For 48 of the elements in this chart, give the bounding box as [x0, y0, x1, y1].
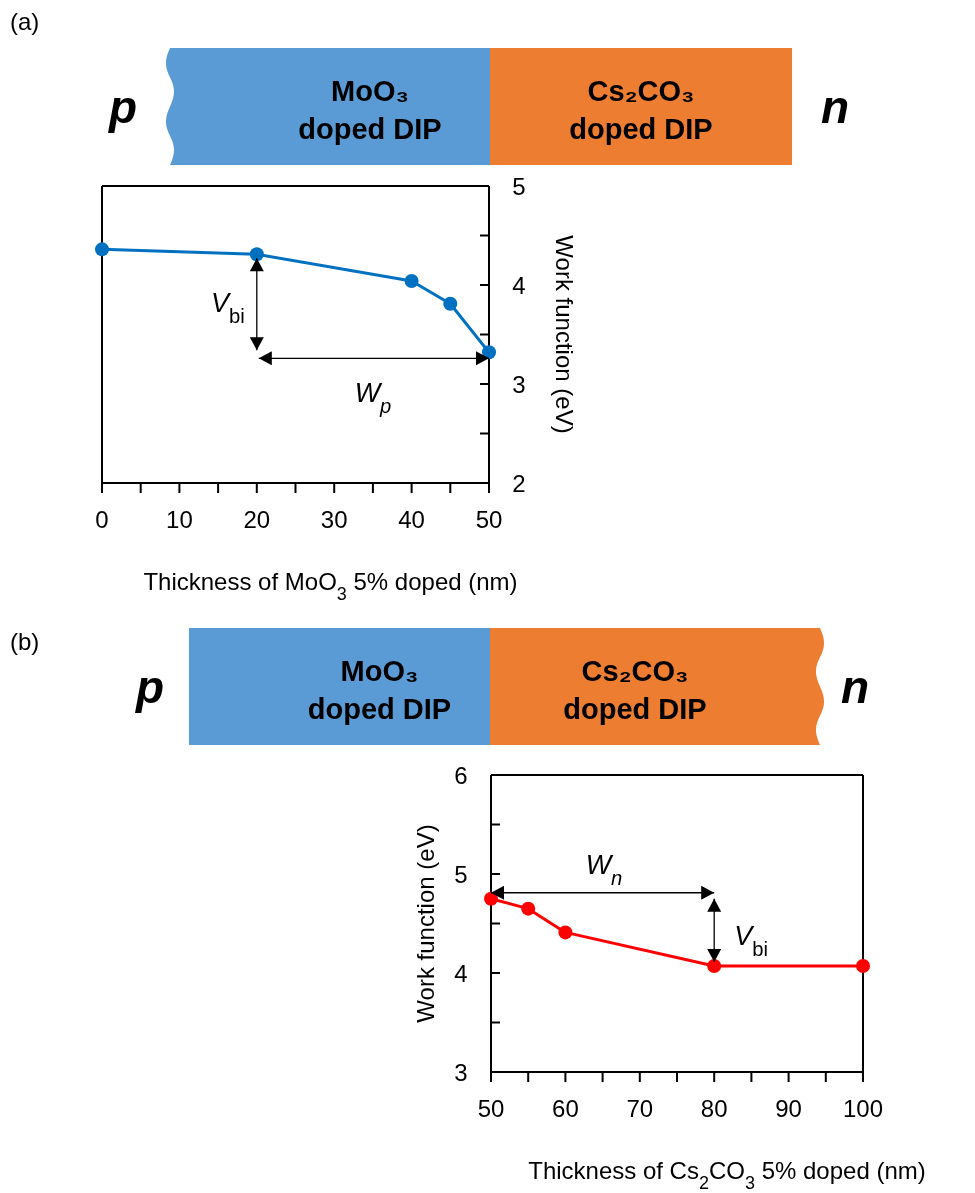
annotation: V$_{bi}$: [734, 921, 769, 961]
y-axis-title: Work function (eV): [550, 235, 578, 434]
point: [404, 274, 419, 289]
y-tick-label: 5: [454, 861, 468, 888]
x-tick-label: 10: [166, 506, 193, 533]
x-tick-label: 80: [700, 1095, 728, 1122]
point: [707, 959, 722, 974]
text: MoO₃ doped DIP: [298, 74, 442, 145]
point: [443, 296, 458, 311]
annotation: V$_{bi}$: [210, 288, 245, 328]
point: [482, 345, 496, 360]
x-tick-label: 50: [477, 1095, 505, 1122]
point: [521, 901, 536, 916]
text: Cs₂CO₃ doped DIP: [569, 74, 713, 145]
text: Cs₂CO₃ doped DIP: [563, 654, 707, 725]
text: (a): [10, 8, 40, 35]
y-tick-label: 4: [454, 960, 468, 987]
annotation: W$_{p}$: [354, 378, 392, 417]
y-axis-title: Work function (eV): [412, 824, 440, 1023]
point: [484, 891, 498, 906]
point: [558, 925, 573, 940]
y-tick-label: 6: [454, 762, 468, 789]
point: [856, 959, 870, 974]
x-tick-label: 100: [842, 1095, 884, 1122]
y-tick-label: 2: [512, 470, 526, 497]
y-tick-label: 3: [512, 371, 526, 398]
annotation: W$_{n}$: [585, 850, 623, 889]
x-tick-label: 50: [475, 506, 503, 533]
y-tick-label: 5: [512, 173, 526, 200]
x-tick-label: 70: [626, 1095, 654, 1122]
x-tick-label: 0: [95, 506, 109, 533]
text: n: [840, 660, 870, 713]
x-tick-label: 90: [775, 1095, 802, 1122]
x-tick-label: 30: [320, 506, 348, 533]
text: (b): [10, 628, 40, 655]
text: n: [820, 80, 850, 133]
text: p: [133, 660, 165, 713]
y-tick-label: 3: [454, 1059, 468, 1086]
x-tick-label: 20: [243, 506, 271, 533]
x-axis-title: Thickness of Cs$_{2}$CO$_{3}$ 5% doped (nm): [528, 1157, 926, 1193]
point: [249, 247, 264, 262]
y-tick-label: 4: [512, 272, 526, 299]
text: p: [106, 80, 138, 133]
point: [95, 242, 109, 257]
x-tick-label: 60: [552, 1095, 579, 1122]
x-axis-title: Thickness of MoO$_{3}$ 5% doped (nm): [143, 568, 518, 604]
text: MoO₃ doped DIP: [307, 654, 452, 725]
x-tick-label: 40: [398, 506, 425, 533]
